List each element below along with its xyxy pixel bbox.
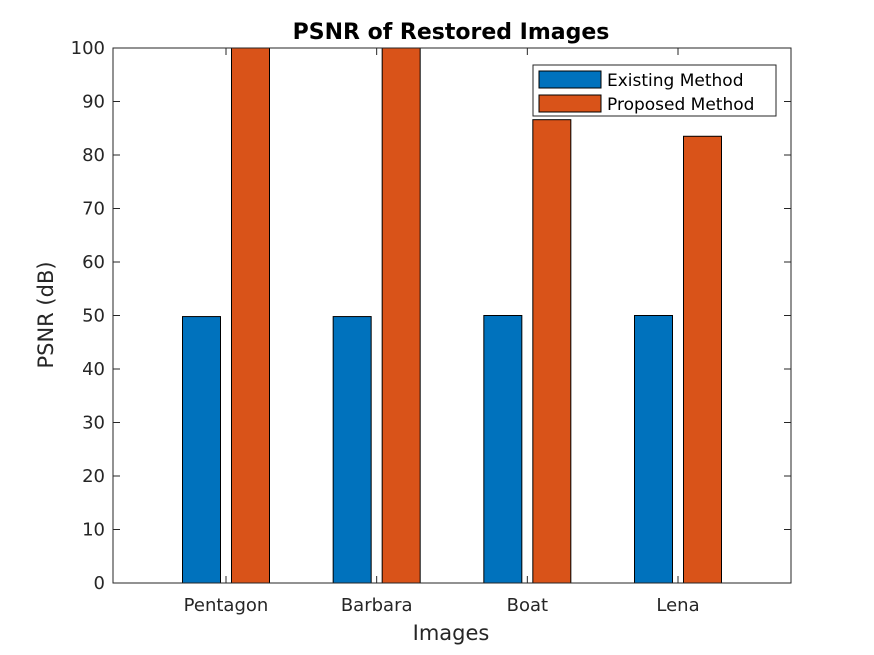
legend-label: Existing Method bbox=[607, 71, 744, 91]
plot-background bbox=[113, 48, 791, 583]
bar-existing-method-lena bbox=[634, 315, 673, 584]
y-tick-label: 90 bbox=[82, 92, 105, 113]
x-tick-label: Pentagon bbox=[184, 595, 269, 616]
y-axis-label: PSNR (dB) bbox=[34, 261, 58, 368]
x-tick-label: Barbara bbox=[341, 595, 413, 616]
x-axis-label: Images bbox=[413, 621, 490, 645]
bar-existing-method-barbara bbox=[332, 316, 372, 584]
legend-label: Proposed Method bbox=[607, 95, 754, 115]
y-tick-label: 100 bbox=[71, 38, 105, 59]
legend-swatch bbox=[538, 94, 602, 113]
y-tick-label: 20 bbox=[82, 466, 105, 487]
chart-title: PSNR of Restored Images bbox=[293, 20, 610, 45]
legend-swatch bbox=[538, 70, 602, 89]
bar-proposed-method-barbara bbox=[381, 47, 421, 584]
x-tick-label: Lena bbox=[656, 595, 699, 616]
y-tick-label: 40 bbox=[82, 359, 105, 380]
y-tick-label: 0 bbox=[94, 573, 105, 594]
bar-proposed-method-lena bbox=[683, 135, 722, 584]
x-tick-label: Boat bbox=[507, 595, 548, 616]
bar-existing-method-boat bbox=[483, 315, 523, 584]
bar-existing-method-pentagon bbox=[182, 316, 221, 584]
y-tick-label: 10 bbox=[82, 520, 105, 541]
y-tick-label: 80 bbox=[82, 145, 105, 166]
plot-area: 0 10 20 30 40 50 60 70 80 90 100 Pentagon Barbara Boa… bbox=[71, 38, 792, 616]
bar-proposed-method-pentagon bbox=[231, 47, 270, 584]
y-tick-label: 50 bbox=[82, 306, 105, 327]
bar-proposed-method-boat bbox=[532, 119, 572, 584]
y-tick-label: 30 bbox=[82, 413, 105, 434]
axes-frame bbox=[112, 47, 792, 584]
y-tick-label: 70 bbox=[82, 199, 105, 220]
legend: Existing Method Proposed Method bbox=[532, 64, 777, 117]
y-tick-label: 60 bbox=[82, 252, 105, 273]
